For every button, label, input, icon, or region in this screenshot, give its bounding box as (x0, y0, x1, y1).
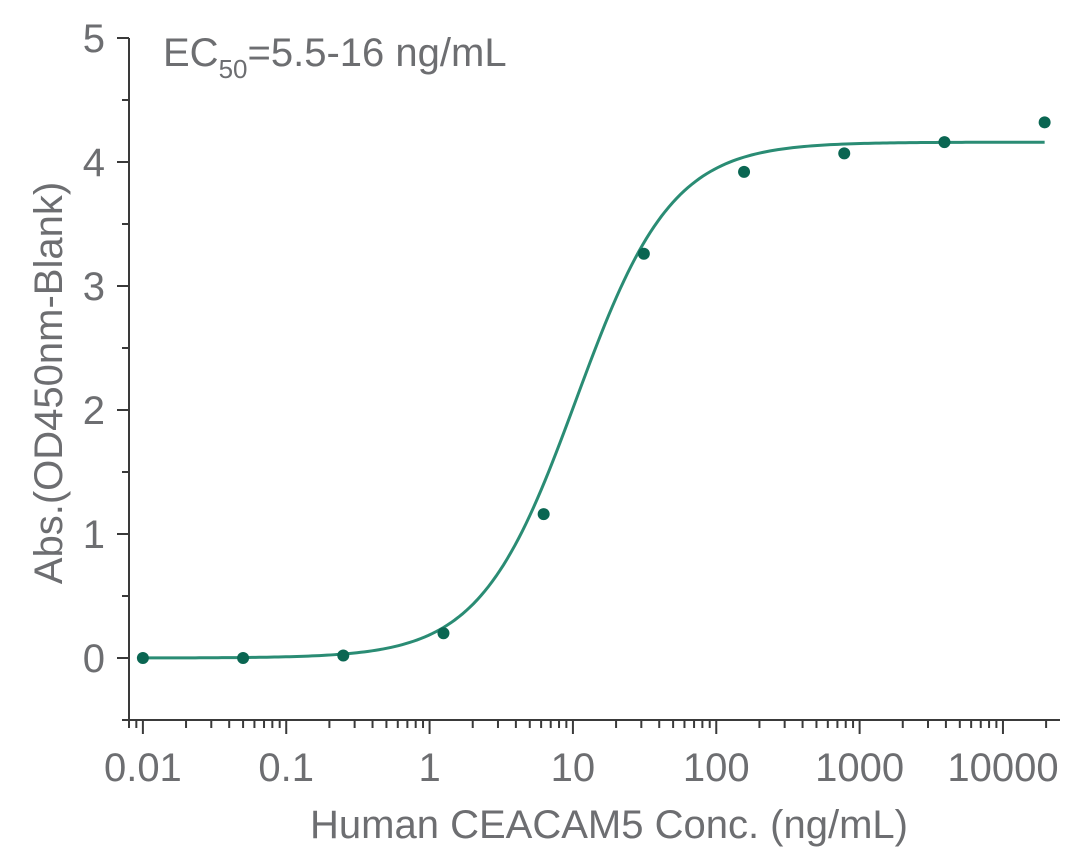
x-tick-label: 100 (683, 746, 750, 790)
y-tick-label: 4 (83, 141, 105, 185)
data-point (437, 627, 450, 640)
data-point (1038, 116, 1051, 129)
data-point (938, 136, 951, 149)
x-tick-label: 10 (551, 746, 596, 790)
ec50-annotation: EC50=5.5-16 ng/mL (163, 31, 507, 84)
data-point (237, 652, 250, 664)
data-point (637, 247, 650, 260)
data-point (537, 508, 550, 521)
data-point (337, 649, 350, 662)
x-tick-label: 0.01 (104, 746, 182, 790)
x-ticks: 0.01 0.1 1 10 100 1000 10000 (104, 720, 1059, 790)
y-tick-label: 1 (83, 513, 105, 557)
x-tick-label: 0.1 (258, 746, 314, 790)
y-tick-label: 2 (83, 389, 105, 433)
y-tick-label: 3 (83, 265, 105, 309)
data-point (136, 652, 149, 664)
x-tick-label: 10000 (947, 746, 1058, 790)
y-ticks: 0 1 2 3 4 5 (83, 17, 129, 721)
data-point (838, 147, 851, 160)
x-tick-label: 1 (418, 746, 440, 790)
data-point (738, 165, 751, 178)
y-axis-label: Abs.(OD450nm-Blank) (27, 182, 71, 584)
x-tick-label: 1000 (815, 746, 904, 790)
fit-curve (142, 140, 1045, 660)
x-axis-label: Human CEACAM5 Conc. (ng/mL) (310, 803, 908, 847)
axes (128, 38, 1060, 721)
y-tick-label: 0 (83, 637, 105, 681)
data-points (136, 116, 1051, 664)
y-tick-label: 5 (83, 17, 105, 61)
